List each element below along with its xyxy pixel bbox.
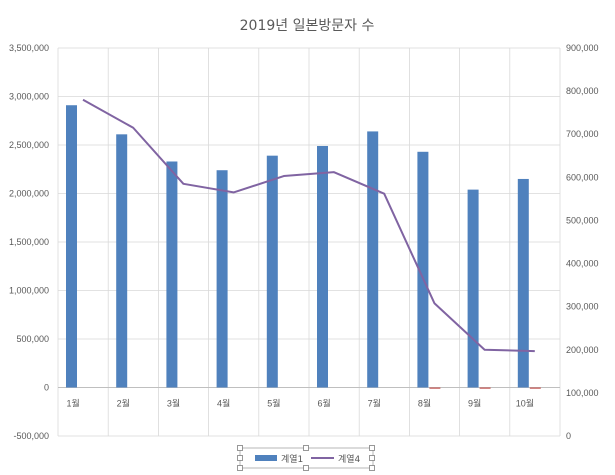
category-label: 5월 xyxy=(267,398,280,409)
bar-series xyxy=(66,105,541,389)
bar-series1 xyxy=(216,170,228,388)
legend-resize-handle[interactable] xyxy=(369,455,375,461)
category-label: 4월 xyxy=(217,398,230,409)
bar-series1 xyxy=(367,131,379,388)
bar-series1 xyxy=(317,145,328,388)
category-label: 2월 xyxy=(117,398,130,409)
category-label: 8월 xyxy=(418,398,431,409)
left-axis-tick-label: 2,000,000 xyxy=(9,189,49,199)
legend-swatch-series1 xyxy=(255,455,277,461)
left-axis-tick-label: 3,000,000 xyxy=(9,92,49,102)
category-label: 3월 xyxy=(167,398,180,409)
bar-series-negative xyxy=(429,387,441,389)
left-axis-tick-label: 2,500,000 xyxy=(9,140,49,150)
bar-series1 xyxy=(116,134,128,388)
right-axis-tick-label: 600,000 xyxy=(566,172,599,182)
bar-series1 xyxy=(417,151,429,388)
bar-series1 xyxy=(266,155,278,388)
legend-resize-handle[interactable] xyxy=(303,445,309,451)
bar-series1 xyxy=(517,178,529,388)
right-axis-tick-label: 800,000 xyxy=(566,86,599,96)
left-axis-tick-label: 0 xyxy=(44,383,49,393)
left-axis-tick-label: 1,500,000 xyxy=(9,237,49,247)
bar-series1 xyxy=(66,105,77,388)
category-axis-labels: 1월 2월 3월 4월 5월 6월 7월 8월 9월 10월 xyxy=(66,398,534,409)
legend-resize-handle[interactable] xyxy=(237,445,243,451)
left-axis-ticks: -500,000 0 500,000 1,000,000 1,500,000 2,000,… xyxy=(9,43,49,441)
legend-resize-handle[interactable] xyxy=(369,445,375,451)
legend-resize-handle[interactable] xyxy=(237,455,243,461)
legend-resize-handle[interactable] xyxy=(369,465,375,471)
legend-resize-handle[interactable] xyxy=(237,465,243,471)
gridlines xyxy=(57,47,561,437)
right-axis-ticks: 0 100,000 200,000 300,000 400,000 500,000 600,… xyxy=(566,43,599,441)
category-label: 7월 xyxy=(368,398,381,409)
bar-series-negative xyxy=(479,387,491,389)
line-series xyxy=(82,98,535,353)
category-label: 9월 xyxy=(468,398,481,409)
right-axis-tick-label: 300,000 xyxy=(566,302,599,312)
legend-resize-handle[interactable] xyxy=(303,465,309,471)
left-axis-tick-label: -500,000 xyxy=(13,431,49,441)
chart-title: 2019년 일본방문자 수 xyxy=(240,18,375,34)
legend-label-series1: 계열1 xyxy=(281,453,303,465)
right-axis-tick-label: 400,000 xyxy=(566,259,599,269)
bar-series-negative xyxy=(529,387,541,389)
bar-series1 xyxy=(166,161,178,388)
left-axis-tick-label: 500,000 xyxy=(16,334,49,344)
right-axis-tick-label: 200,000 xyxy=(566,345,599,355)
category-label: 1월 xyxy=(66,398,79,409)
right-axis-tick-label: 100,000 xyxy=(566,388,599,398)
left-axis-tick-label: 3,500,000 xyxy=(9,43,49,53)
legend-label-series4: 계열4 xyxy=(338,453,361,465)
right-axis-tick-label: 700,000 xyxy=(566,129,599,139)
line-series4 xyxy=(82,98,535,353)
right-axis-tick-label: 0 xyxy=(566,431,571,441)
category-label: 10월 xyxy=(516,398,534,409)
right-axis-tick-label: 500,000 xyxy=(566,215,599,225)
right-axis-tick-label: 900,000 xyxy=(566,43,599,53)
bar-series1 xyxy=(467,189,479,388)
legend[interactable]: 계열1 계열4 xyxy=(237,445,375,471)
category-label: 6월 xyxy=(317,398,330,409)
left-axis-tick-label: 1,000,000 xyxy=(9,286,49,296)
